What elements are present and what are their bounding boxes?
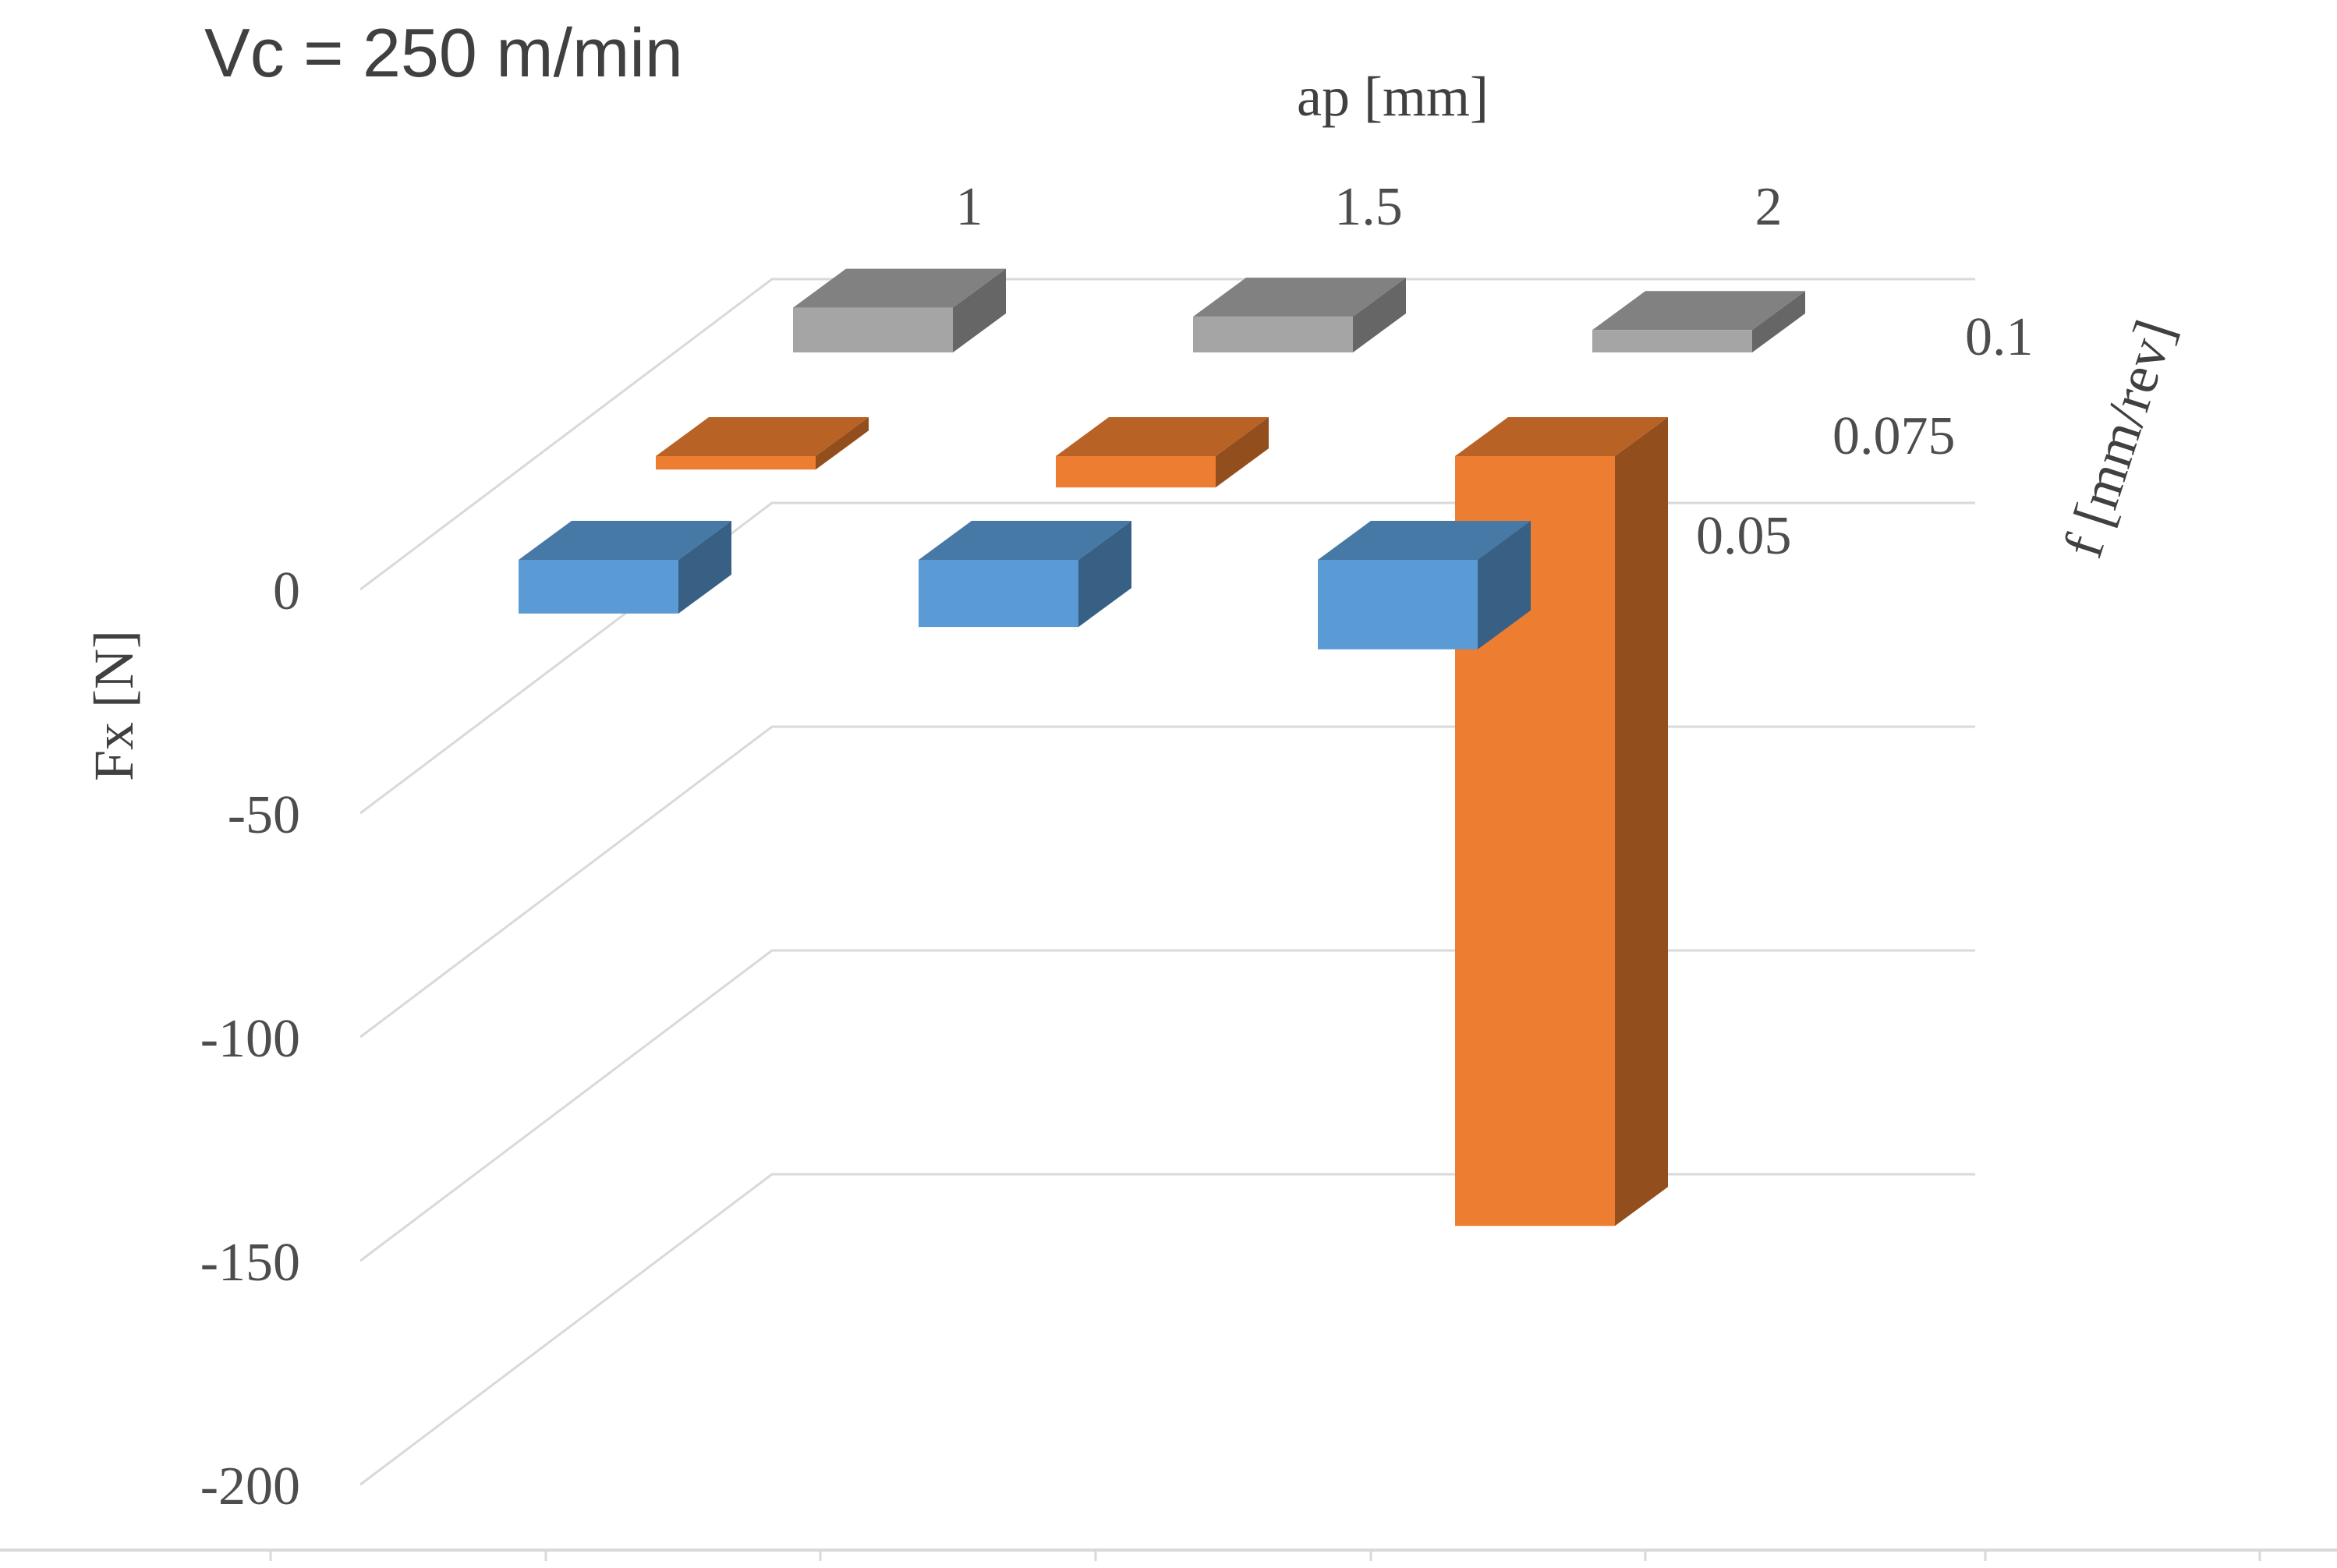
chart-title: Vc = 250 m/min [204, 14, 683, 91]
bar-top-face [1592, 291, 1805, 331]
y-tick-label: -50 [228, 785, 300, 845]
bar-front-face [1056, 456, 1216, 488]
bar [656, 417, 869, 470]
bar-side-face [678, 521, 731, 614]
bar-front-face [1193, 317, 1353, 352]
bar-top-face [919, 521, 1131, 560]
z-tick-label: 0.075 [1832, 406, 1956, 466]
z-tick-label: 0.05 [1696, 506, 1792, 566]
bar-side-face [1478, 521, 1531, 649]
y-tick-label: -150 [200, 1233, 300, 1293]
bar [1193, 278, 1406, 352]
bar [1056, 417, 1269, 488]
gridline [359, 1173, 1975, 1486]
bar-side-face [816, 417, 869, 470]
bar [919, 521, 1131, 628]
bar-top-face [1318, 521, 1531, 560]
gridline [359, 278, 1975, 591]
bar-front-face [1592, 330, 1752, 352]
y-tick-label: 0 [273, 561, 300, 621]
y-axis-title: Fx [N] [83, 630, 145, 781]
bar-front-face [656, 456, 816, 470]
bar [793, 268, 1006, 352]
bar-front-face [1318, 560, 1478, 649]
gridlines [0, 278, 2337, 1561]
bar-top-face [1193, 278, 1406, 317]
bar-top-face [1056, 417, 1269, 456]
x-tick-label: 1 [956, 177, 983, 237]
bar-front-face [519, 560, 678, 614]
bar-top-face [656, 417, 869, 456]
x-axis-title: ap [mm] [1297, 65, 1489, 128]
gridline [359, 949, 1975, 1262]
bar-side-face [1078, 521, 1131, 628]
bar-side-face [1752, 291, 1805, 352]
bar-side-face [1615, 417, 1668, 1226]
bar [519, 521, 731, 614]
bar-top-face [1455, 417, 1668, 456]
bars-layer [519, 268, 1805, 1226]
bar-top-face [519, 521, 731, 560]
bar-side-face [1216, 417, 1269, 488]
y-tick-label: -100 [200, 1009, 300, 1069]
bar [1592, 291, 1805, 352]
bar-side-face [953, 268, 1006, 352]
z-axis-title: f [mm/rev] [2052, 313, 2187, 565]
bar [1318, 521, 1531, 649]
bar-front-face [793, 307, 953, 352]
y-tick-label: -200 [200, 1457, 300, 1517]
gridline [359, 725, 1975, 1039]
bar-top-face [793, 268, 1006, 308]
x-tick-label: 1.5 [1334, 177, 1403, 237]
x-tick-label: 2 [1755, 177, 1783, 237]
bar-side-face [1353, 278, 1406, 352]
z-tick-label: 0.1 [1965, 307, 2034, 367]
bar-front-face [919, 560, 1078, 628]
